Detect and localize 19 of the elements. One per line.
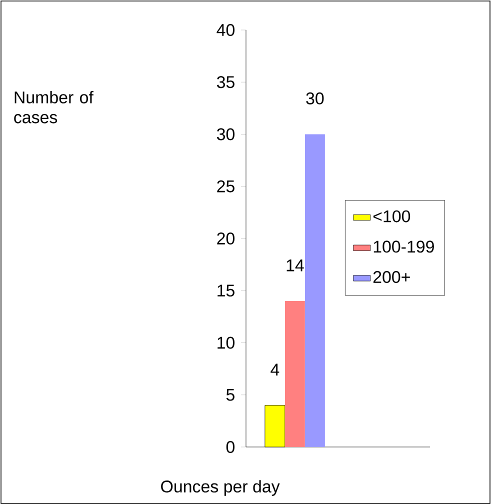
y-tick-label: 0 [226,440,234,453]
y-tick-label: 20 [217,232,234,244]
text: Number of cases [14,90,94,124]
bar [284,301,305,447]
y-tick-label: 40 [216,24,234,36]
bar [304,134,325,447]
legend-label: 100-199 [374,240,434,253]
legend-label: 200+ [373,271,410,284]
data-label: 30 [306,92,324,104]
y-tick-label: 5 [226,388,234,401]
y-tick-label: 15 [218,284,234,297]
y-tick-label: 35 [216,76,234,88]
data-label: 4 [270,364,280,376]
legend-label: <100 [373,210,410,222]
y-tick-label: 25 [217,180,234,192]
x-axis-title: Ounces per day [161,480,280,496]
y-tick-label: 30 [216,128,234,140]
y-tick-label: 10 [218,336,234,349]
data-label: 14 [286,260,304,272]
